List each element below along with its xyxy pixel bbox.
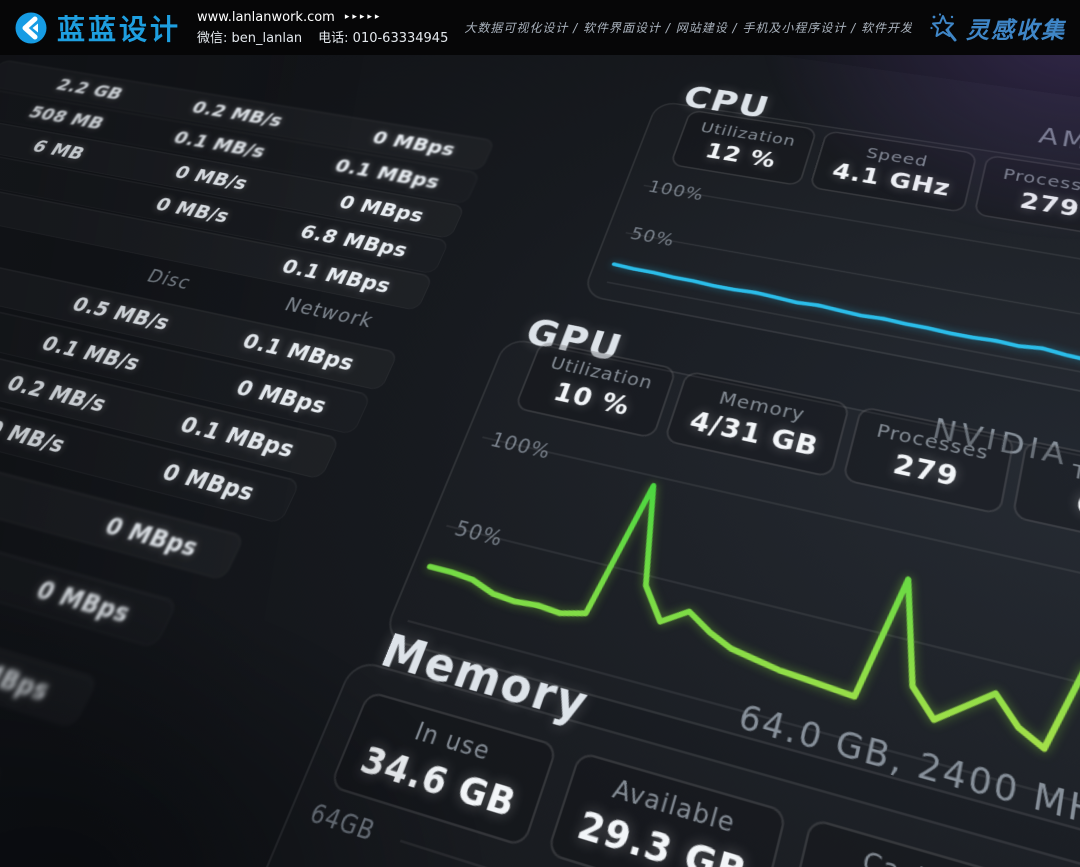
gpu-card-processes: Processes 279 [841,405,1016,516]
disc-cell [0,454,18,501]
gpu-card-memory: Memory 4/31 GB [663,370,851,479]
brand-name: 蓝蓝设计 [57,12,182,46]
card-value: 62 [1073,486,1080,529]
services-tagline: 大数据可视化设计 / 软件界面设计 / 网站建设 / 手机及小程序设计 / 软件… [464,21,912,35]
website-link[interactable]: www.lanlanwork.com [197,9,335,25]
contact-block: www.lanlanwork.com ▸▸▸▸▸ 微信: ben_lanlan … [197,10,448,46]
wechat-label: 微信: ben_lanlan [197,30,303,46]
inspiration-collect-button[interactable]: 灵感收集 [928,11,1066,45]
cpu-card-utilization: Utilization 12 % [669,109,818,187]
memory-card-cached: Cached16.0 GB [783,817,1039,867]
system-monitor-board: 2.2 GB 0.2 MB/s 0 MBps 508 MB 0.1 MB/s 0.1 MB… [0,55,1080,867]
gpu-card-utilization: Utilization 10 % [513,340,678,440]
cpu-brand-label: AMD [1036,123,1080,160]
top-banner: 蓝蓝设计 www.lanlanwork.com ▸▸▸▸▸ 微信: ben_la… [0,0,1080,55]
cpu-card-processes: Processes 279 [973,154,1080,239]
dashboard-scene: 2.2 GB 0.2 MB/s 0 MBps 508 MB 0.1 MB/s 0.1 MB… [0,55,1080,867]
network-cell: 0 MBps [31,574,137,629]
memory-card-available: Available 29.3 GB [545,750,788,867]
arrows-decoration: ▸▸▸▸▸ [344,12,383,22]
collect-label: 灵感收集 [966,17,1066,43]
memory-axis-64gb: 64GB [305,798,380,847]
lanlan-logo-icon [15,12,47,43]
phone-label: 电话: 010-63334945 [318,30,449,46]
gpu-card-temp: Temp 62 [1011,439,1080,555]
cpu-card-speed: Speed 4.1 GHz [808,130,979,214]
card-label: Cached [824,836,1012,867]
sparkle-star-icon [930,12,957,41]
memory-cell [0,257,8,289]
brand-block[interactable]: 蓝蓝设计 [14,8,181,48]
network-cell: 0.1 MBps [0,642,57,707]
